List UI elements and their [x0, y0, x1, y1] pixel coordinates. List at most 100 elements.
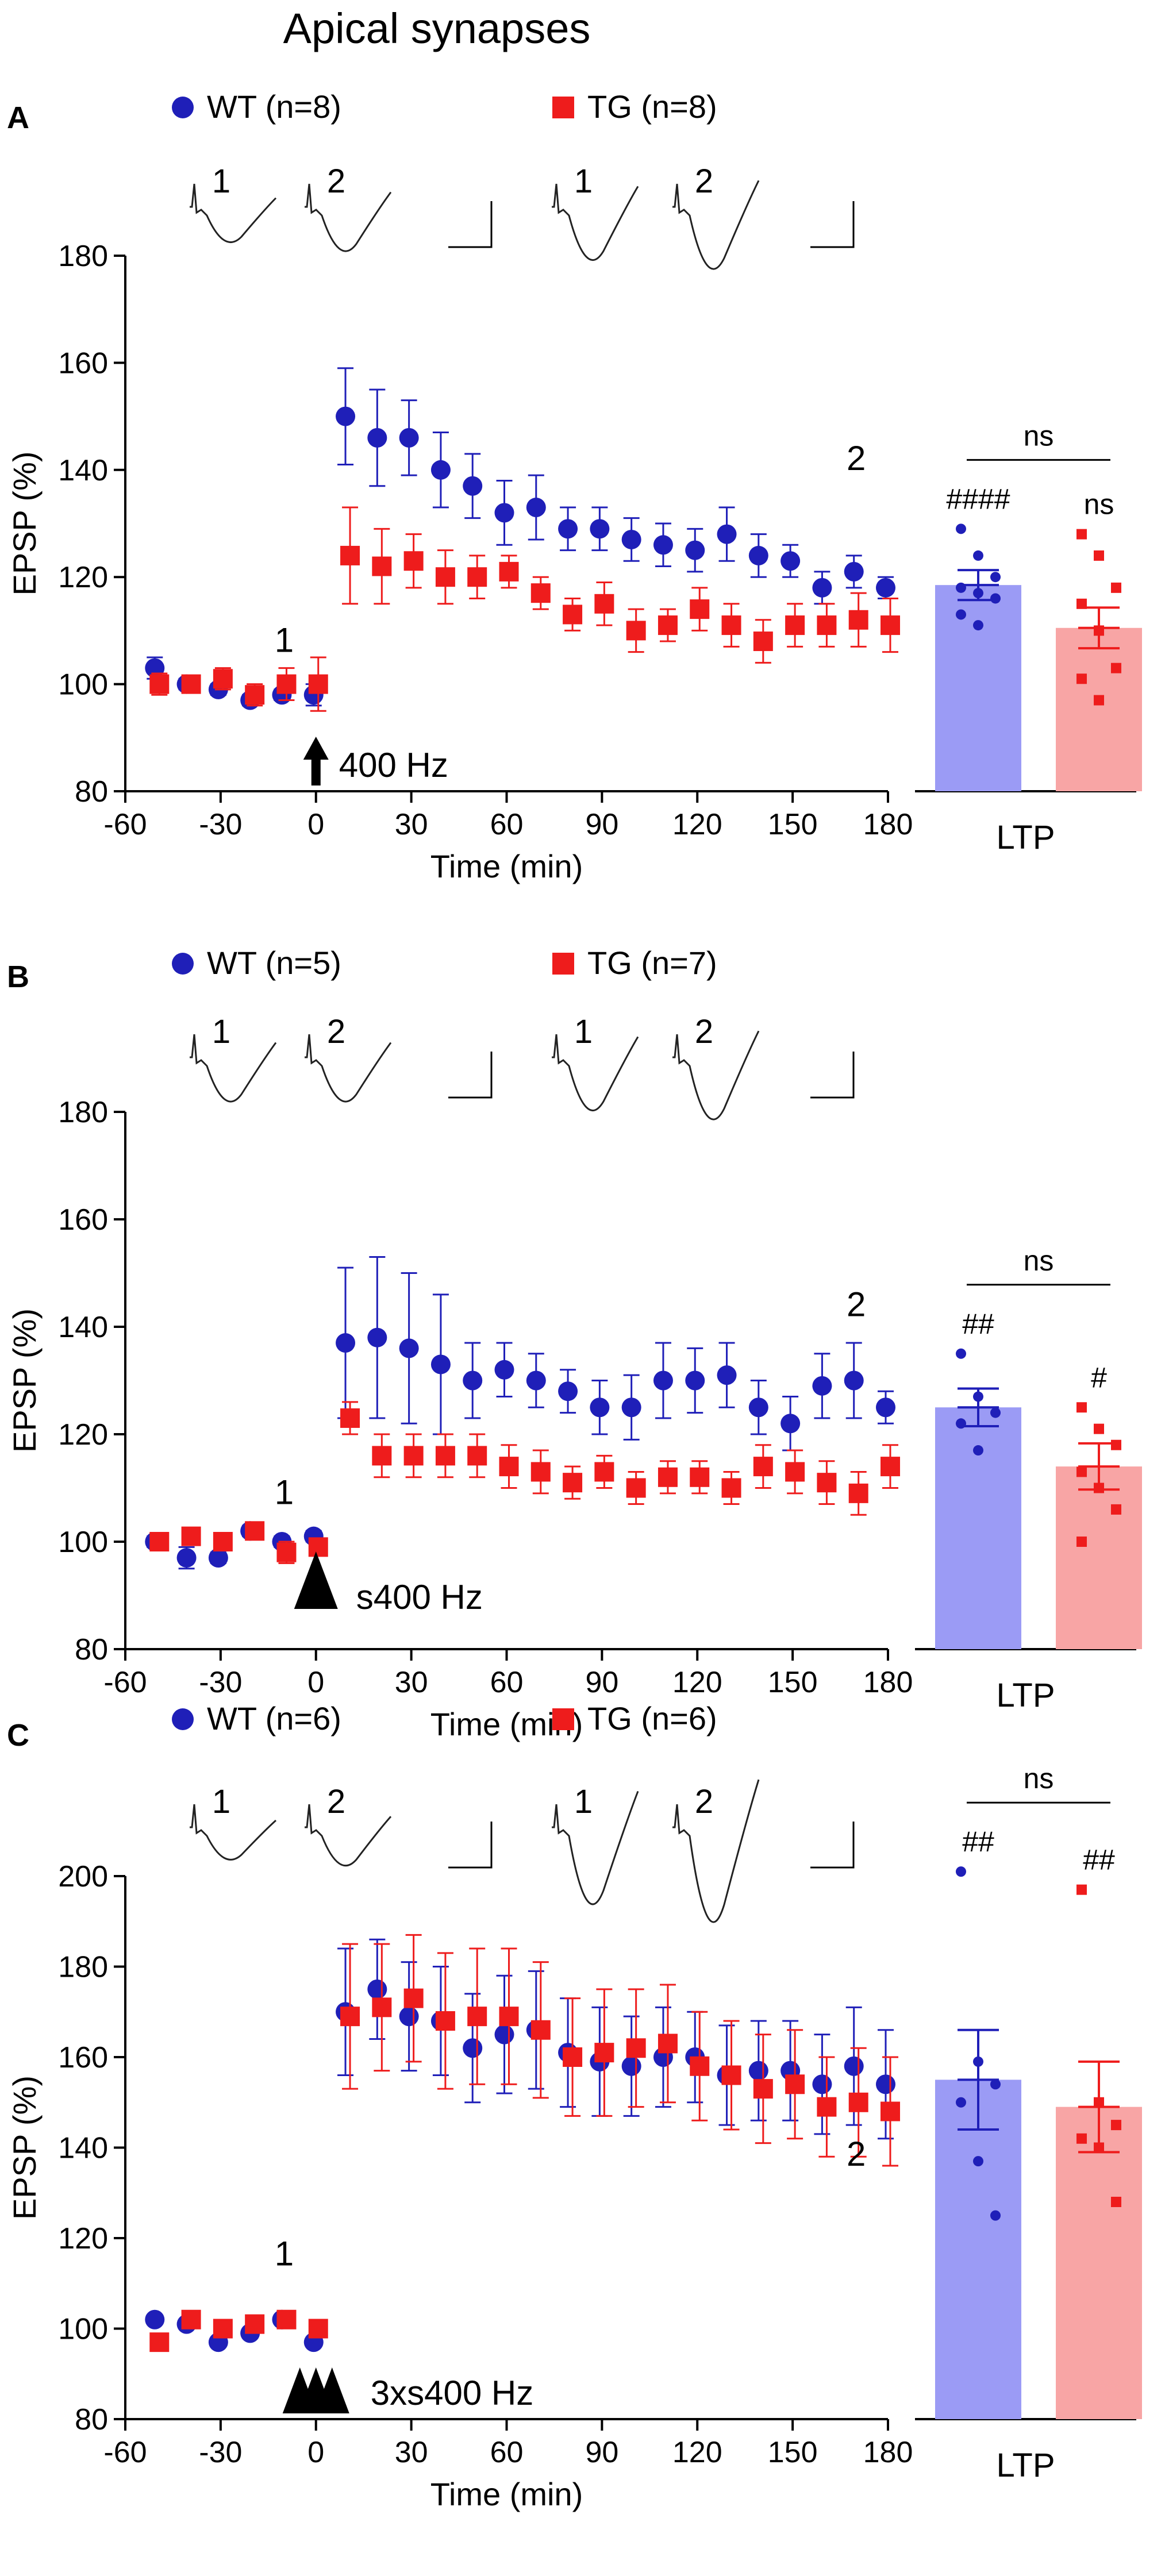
panel-a-bar-wt-point	[990, 572, 1001, 583]
panel-c-x-tick-label: 60	[490, 2436, 524, 2469]
panel-b-stimulus-triangle	[294, 1551, 338, 1609]
panel-b-trace-tg-1	[552, 1034, 639, 1112]
panel-a-wt-point	[844, 561, 864, 582]
panel-b-x-tick-label: 0	[307, 1666, 324, 1699]
panel-a-wt-point	[621, 529, 641, 549]
panel-c-tg-point	[848, 2092, 868, 2112]
panel-c-x-tick-label: -60	[103, 2436, 147, 2469]
panel-b-bar-tg-significance: #	[1091, 1361, 1107, 1393]
panel-b-y-tick-label: 120	[58, 1418, 108, 1451]
panel-b-tg-point	[848, 1483, 868, 1503]
panel-b-tg-point	[626, 1478, 646, 1498]
panel-c-bar-tg-point	[1094, 2142, 1104, 2153]
panel-b-bar-tg-point	[1076, 1466, 1087, 1477]
panel-b-y-tick-label: 180	[58, 1096, 108, 1129]
panel-c-tg-point	[817, 2097, 837, 2117]
panel-c-wt-point	[145, 2309, 165, 2329]
panel-c-tg-point	[594, 2043, 614, 2063]
panel-a-y-axis-label: EPSP (%)	[6, 451, 43, 595]
panel-c-annotation-1: 1	[275, 2234, 294, 2273]
panel-a-bar-wt-point	[973, 588, 983, 599]
panel-b-tg-point	[245, 1521, 265, 1541]
panel-a-wt-point	[717, 524, 737, 544]
panel-b-wt-point	[526, 1370, 546, 1391]
panel-a-wt-point	[780, 551, 801, 571]
panel-a-wt-point	[399, 428, 419, 448]
panel-a-bar-tg-point	[1111, 663, 1121, 673]
panel-b-y-tick-label: 140	[58, 1311, 108, 1344]
panel-b-tg-point	[817, 1473, 837, 1493]
panel-a-tg-point	[245, 685, 265, 705]
panel-b-x-tick-label: 180	[863, 1666, 913, 1699]
panel-b-scale-bar	[810, 1052, 855, 1099]
panel-c-bar-wt-point	[990, 2079, 1001, 2090]
panel-c-y-tick-label: 180	[58, 1951, 108, 1984]
panel-c-trace-label-tg-2: 2	[695, 1783, 713, 1820]
panel-letter-b: B	[7, 960, 29, 994]
panel-c-wt-point	[494, 2024, 514, 2044]
panel-a-bar-wt-point	[973, 550, 983, 561]
panel-c-tg-point	[499, 2007, 519, 2027]
panel-a-tg-point	[340, 545, 360, 565]
panel-a-wt-point	[876, 577, 895, 598]
panel-c-tg-point	[245, 2314, 265, 2334]
panel-b-comparison-label: ns	[1024, 1245, 1054, 1277]
panel-a-bar-wt-point	[956, 582, 966, 593]
panel-a-wt-point	[367, 428, 387, 448]
panel-c-trace-label-wt-2: 2	[327, 1783, 345, 1820]
panel-a-bar-tg-point	[1094, 550, 1104, 561]
panel-a-trace-label-tg-2: 2	[695, 163, 713, 200]
figure-title: Apical synapses	[283, 5, 591, 52]
panel-b-wt-point	[336, 1333, 356, 1353]
panel-a-y-tick-label: 80	[75, 775, 108, 808]
panel-b-tg-point	[372, 1446, 392, 1466]
panel-a-wt-point	[463, 476, 483, 496]
panel-b-wt-point	[463, 1370, 483, 1391]
panel-a-tg-point	[785, 615, 805, 636]
panel-a-tg-point	[276, 674, 297, 694]
panel-a-bar-wt-point	[956, 609, 966, 620]
panel-c-scale-bar	[448, 1822, 493, 1869]
panel-c-wt-point	[844, 2056, 864, 2076]
panel-a-bar-wt	[935, 585, 1021, 791]
panel-c-x-axis-label: Time (min)	[430, 2476, 583, 2512]
panel-a-y-tick-label: 160	[58, 346, 108, 380]
panel-b-wt-point	[780, 1414, 801, 1434]
panel-a-x-tick-label: 120	[672, 808, 722, 841]
panel-b-annotation-2: 2	[847, 1285, 866, 1323]
panel-c-bar-wt-point	[990, 2210, 1001, 2221]
panel-b-tg-point	[499, 1457, 519, 1477]
panel-c-bar-tg-point	[1111, 2120, 1121, 2131]
panel-c-bar-wt-point	[973, 2056, 983, 2067]
panel-b-tg-point	[530, 1462, 551, 1482]
panel-a-legend-wt-marker	[172, 97, 194, 118]
panel-a-tg-point	[690, 599, 710, 619]
panel-c-wt-point	[399, 2007, 419, 2027]
panel-b-wt-point	[621, 1397, 641, 1418]
panel-b-bar-tg-point	[1094, 1483, 1104, 1493]
panel-b-wt-point	[653, 1370, 673, 1391]
panel-a-trace-wt-1	[190, 183, 277, 243]
panel-c-x-tick-label: 180	[863, 2436, 913, 2469]
panel-b-bar-tg-point	[1111, 1439, 1121, 1450]
panel-a-wt-point	[526, 498, 546, 518]
panel-b-y-axis-label: EPSP (%)	[6, 1308, 43, 1453]
panel-c-tg-point	[213, 2319, 233, 2339]
panel-c-y-tick-label: 120	[58, 2222, 108, 2255]
panel-b-bar-x-label: LTP	[996, 1677, 1055, 1714]
panel-b-wt-point	[176, 1548, 197, 1568]
panel-a-y-tick-label: 100	[58, 668, 108, 702]
panel-a-tg-point	[563, 604, 583, 625]
panel-c-bar-tg-point	[1076, 2133, 1087, 2144]
panel-c-tg-point	[467, 2007, 487, 2027]
panel-a-x-axis-label: Time (min)	[430, 848, 583, 884]
panel-c-y-tick-label: 100	[58, 2313, 108, 2346]
panel-b-x-tick-label: -60	[103, 1666, 147, 1699]
panel-a-legend-tg-label: TG (n=8)	[587, 88, 717, 125]
panel-a-wt-point	[590, 519, 610, 539]
panel-b-tg-point	[403, 1446, 424, 1466]
panel-b-wt-point	[558, 1381, 578, 1401]
panel-b-bar-tg	[1056, 1466, 1142, 1649]
panel-b-trace-label-wt-2: 2	[327, 1013, 345, 1050]
panel-a-tg-point	[499, 561, 519, 582]
